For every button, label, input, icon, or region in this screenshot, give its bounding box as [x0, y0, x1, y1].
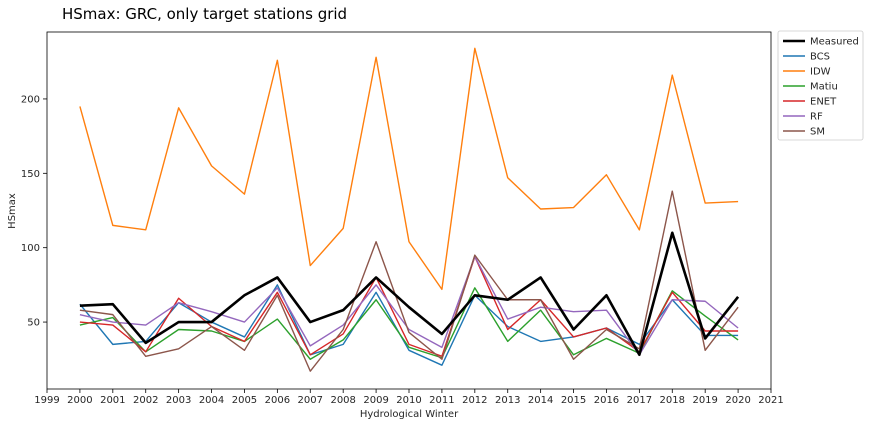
x-tick-label: 2003: [166, 395, 191, 406]
x-tick-label: 2007: [298, 395, 323, 406]
x-tick-label: 2016: [594, 395, 619, 406]
x-tick-label: 2002: [133, 395, 158, 406]
x-tick-label: 2015: [561, 395, 586, 406]
x-tick-label: 2020: [725, 395, 750, 406]
series-line-matiu: [79, 287, 739, 360]
x-axis: 1999 2000 2001 2002 2003 2004 2005 2006 2007 2008…: [34, 389, 784, 406]
series-line-rf: [79, 255, 739, 356]
x-tick-label: 2021: [758, 395, 783, 406]
x-tick-label: 2011: [429, 395, 454, 406]
x-tick-label: 2009: [363, 395, 388, 406]
legend: Measured BCS IDW Matiu ENET RF SM: [777, 30, 864, 141]
x-tick-label: 2010: [396, 395, 421, 406]
legend-label: RF: [810, 112, 823, 123]
x-tick-label: 2000: [67, 395, 92, 406]
series-line-measured: [79, 231, 740, 357]
series-line-idw: [79, 47, 739, 291]
x-tick-label: 2013: [495, 395, 520, 406]
x-tick-label: 2006: [265, 395, 290, 406]
series-line-enet: [79, 255, 739, 357]
y-axis-label: HSmax: [7, 193, 18, 229]
legend-box: [777, 30, 864, 141]
x-tick-label: 2001: [100, 395, 125, 406]
x-tick-label: 2014: [528, 395, 553, 406]
y-tick-label: 150: [21, 169, 40, 180]
series-lines: [79, 47, 740, 372]
legend-label: Measured: [810, 37, 859, 48]
x-axis-label: Hydrological Winter: [360, 409, 459, 420]
legend-label: IDW: [810, 67, 831, 78]
x-tick-label: 2012: [462, 395, 487, 406]
legend-label: BCS: [810, 52, 830, 63]
y-axis: 50 100 150 200: [21, 94, 47, 329]
x-tick-label: 1999: [34, 395, 59, 406]
legend-label: ENET: [810, 97, 837, 108]
legend-label: SM: [810, 127, 825, 138]
legend-label: Matiu: [810, 82, 838, 93]
y-tick-label: 200: [21, 94, 40, 105]
y-tick-label: 50: [27, 318, 40, 329]
x-tick-label: 2005: [232, 395, 257, 406]
y-tick-label: 100: [21, 243, 40, 254]
chart-title: HSmax: GRC, only target stations grid: [62, 5, 347, 23]
x-tick-label: 2004: [199, 395, 224, 406]
x-tick-label: 2008: [330, 395, 355, 406]
x-tick-label: 2018: [660, 395, 685, 406]
x-tick-label: 2019: [692, 395, 717, 406]
x-tick-label: 2017: [627, 395, 652, 406]
series-line-sm: [79, 190, 739, 372]
